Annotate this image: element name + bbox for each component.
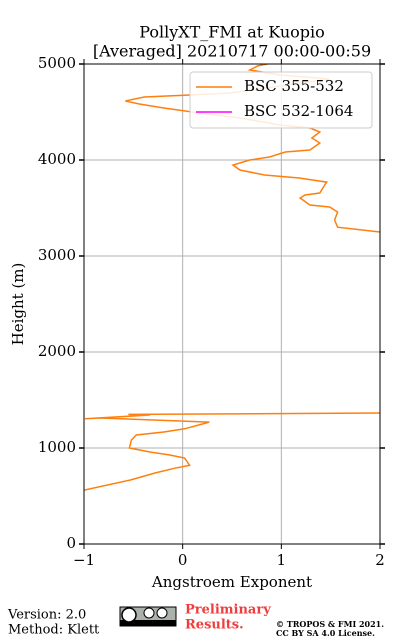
grid (83, 63, 381, 545)
version: Version: 2.0 (7, 608, 86, 623)
y-tick-label: 3000 (38, 246, 76, 264)
x-tick-label: 1 (277, 551, 287, 569)
y-tick-label: 4000 (38, 150, 76, 168)
legend: BSC 355-532 BSC 532-1064 (189, 71, 373, 129)
copyright: © TROPOS & FMI 2021. (276, 619, 384, 629)
y-tick-label: 5000 (38, 54, 76, 72)
y-tick-label: 1000 (38, 438, 76, 456)
chart-title: PollyXT_FMI at Kuopio (139, 23, 325, 42)
x-tick-label: −1 (73, 551, 95, 569)
preliminary: Preliminary (185, 603, 271, 618)
chart-subtitle: [Averaged] 20210717 00:00-00:59 (93, 42, 371, 61)
plot-frame (83, 63, 381, 545)
y-axis-label: Height (m) (9, 263, 27, 346)
method: Method: Klett (8, 623, 100, 638)
legend-label: BSC 532-1064 (244, 102, 353, 120)
x-tick-label: 2 (375, 551, 385, 569)
legend-box (189, 71, 373, 129)
legend-label: BSC 355-532 (244, 77, 344, 95)
y-tick-label: 0 (66, 534, 76, 552)
x-tick-label: 0 (178, 551, 188, 569)
x-axis-label: Angstroem Exponent (151, 573, 312, 591)
license: CC BY SA 4.0 License. (276, 628, 375, 638)
y-tick-label: 2000 (38, 342, 76, 360)
cc-logo (119, 606, 177, 627)
results: Results. (185, 618, 244, 633)
